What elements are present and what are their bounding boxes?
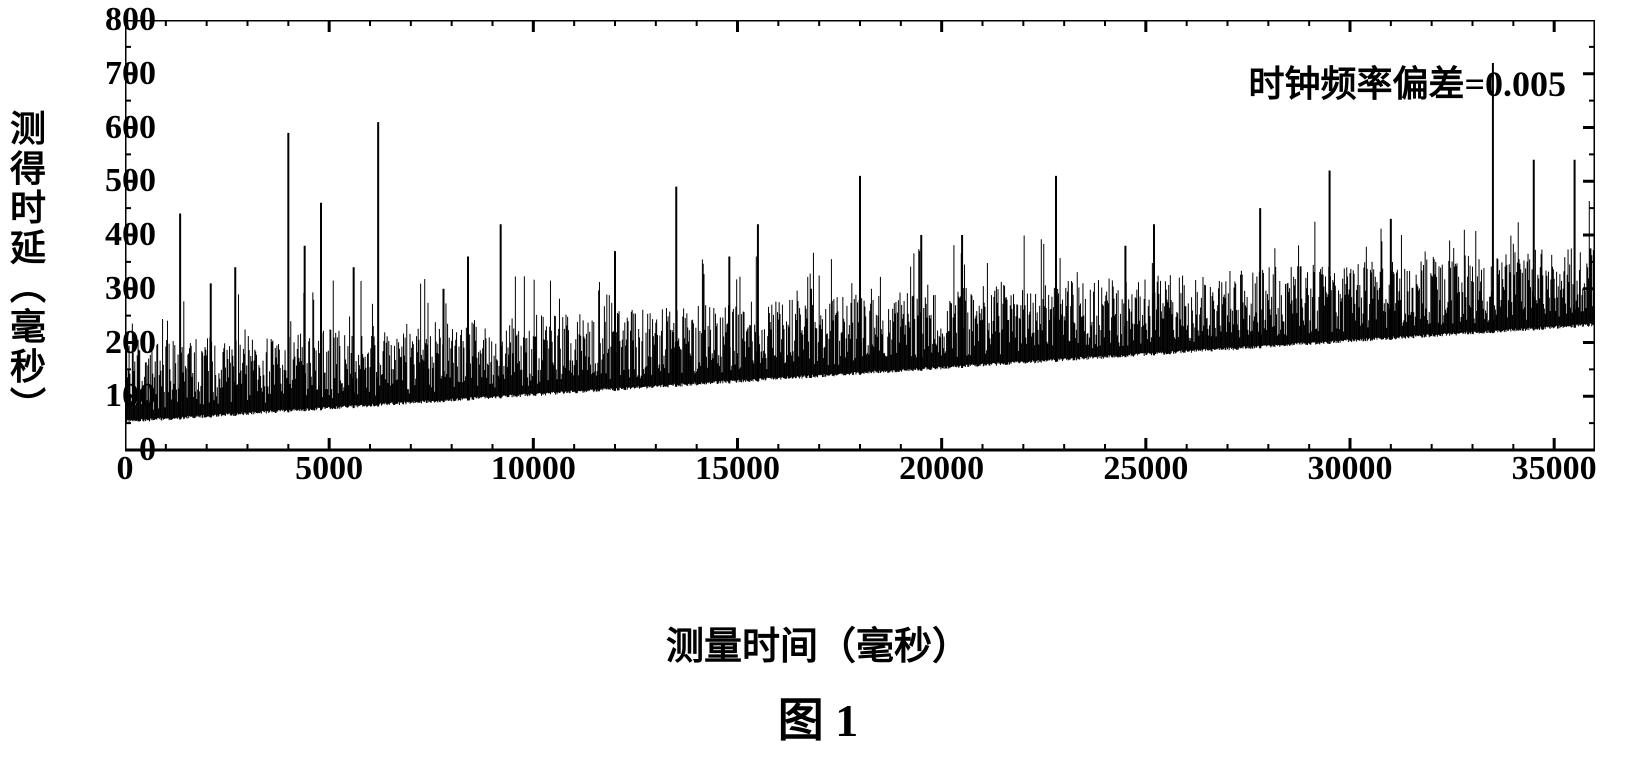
x-tick-label: 35000 bbox=[1512, 450, 1597, 488]
y-tick-label: 600 bbox=[76, 109, 156, 147]
chart-svg bbox=[125, 20, 1595, 605]
annotation-text: 时钟频率偏差=0.005 bbox=[1248, 55, 1566, 107]
y-tick-label: 700 bbox=[76, 55, 156, 93]
x-tick-label: 10000 bbox=[491, 450, 576, 488]
x-tick-label: 0 bbox=[117, 450, 134, 488]
y-tick-label: 500 bbox=[76, 162, 156, 200]
y-tick-label: 400 bbox=[76, 216, 156, 254]
y-tick-label: 100 bbox=[76, 377, 156, 415]
y-tick-label: 800 bbox=[76, 1, 156, 39]
y-tick-label: 200 bbox=[76, 324, 156, 362]
figure-caption: 图 1 bbox=[778, 684, 859, 750]
x-tick-label: 30000 bbox=[1308, 450, 1393, 488]
x-axis-label: 测量时间（毫秒） bbox=[666, 615, 970, 670]
y-axis-label: 测得时延︵毫秒︶ bbox=[8, 110, 48, 427]
y-tick-label: 300 bbox=[76, 270, 156, 308]
chart-container bbox=[125, 20, 1595, 605]
x-tick-label: 5000 bbox=[295, 450, 363, 488]
x-tick-label: 25000 bbox=[1103, 450, 1188, 488]
x-tick-label: 20000 bbox=[899, 450, 984, 488]
x-tick-label: 15000 bbox=[695, 450, 780, 488]
